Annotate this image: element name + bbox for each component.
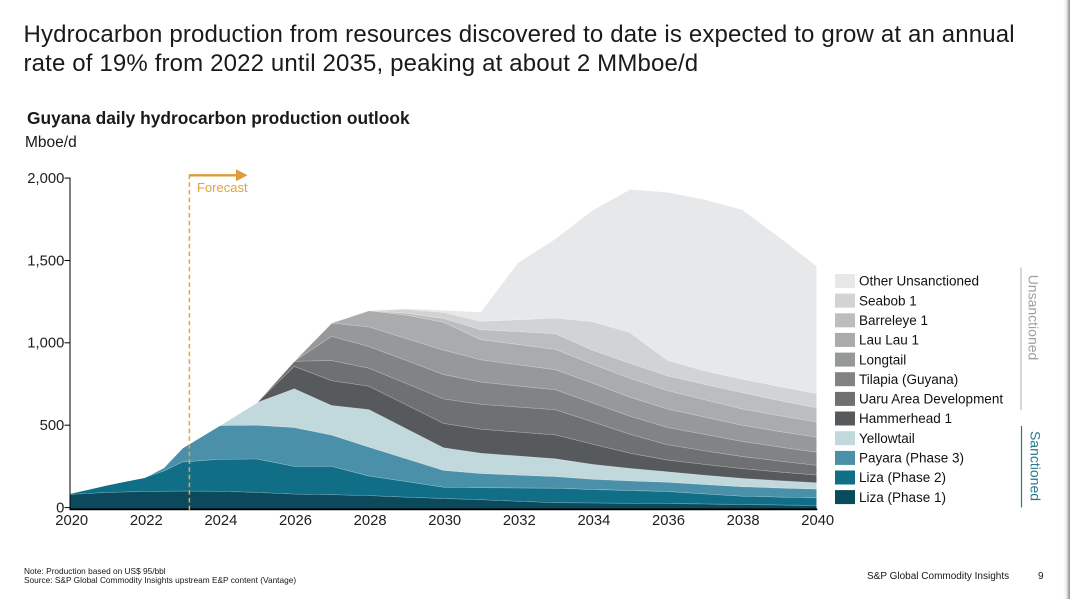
svg-text:2032: 2032 [503,513,536,529]
svg-text:Unsanctioned: Unsanctioned [1026,275,1042,361]
svg-text:Liza (Phase 1): Liza (Phase 1) [859,490,946,505]
svg-text:2022: 2022 [130,513,163,529]
svg-text:Barreleye 1: Barreleye 1 [859,313,928,328]
svg-text:2026: 2026 [279,513,312,529]
svg-text:1,500: 1,500 [27,253,64,269]
svg-text:Uaru Area Development: Uaru Area Development [859,392,1003,407]
svg-text:Hammerhead 1: Hammerhead 1 [859,411,952,426]
svg-text:Yellowtail: Yellowtail [859,431,915,446]
svg-text:Longtail: Longtail [859,352,906,367]
svg-text:500: 500 [40,418,65,434]
svg-text:1,000: 1,000 [27,336,64,352]
svg-text:Lau Lau 1: Lau Lau 1 [859,333,919,348]
svg-text:2,000: 2,000 [27,171,64,187]
svg-text:2038: 2038 [727,513,760,529]
svg-text:Seabob 1: Seabob 1 [859,293,917,308]
svg-text:2020: 2020 [55,513,88,529]
svg-text:2024: 2024 [204,513,237,529]
svg-text:2034: 2034 [577,513,610,529]
svg-text:0: 0 [56,501,64,517]
svg-text:Other Unsanctioned: Other Unsanctioned [859,274,979,289]
svg-text:2028: 2028 [354,513,387,529]
svg-text:2030: 2030 [428,513,461,529]
svg-text:2040: 2040 [801,513,834,529]
svg-text:2036: 2036 [652,513,685,529]
svg-text:Sanctioned: Sanctioned [1028,431,1044,501]
svg-text:Payara (Phase 3): Payara (Phase 3) [859,451,964,466]
svg-text:Liza (Phase 2): Liza (Phase 2) [859,470,946,485]
svg-text:Forecast: Forecast [197,180,248,195]
svg-text:Tilapia (Guyana): Tilapia (Guyana) [859,372,958,387]
